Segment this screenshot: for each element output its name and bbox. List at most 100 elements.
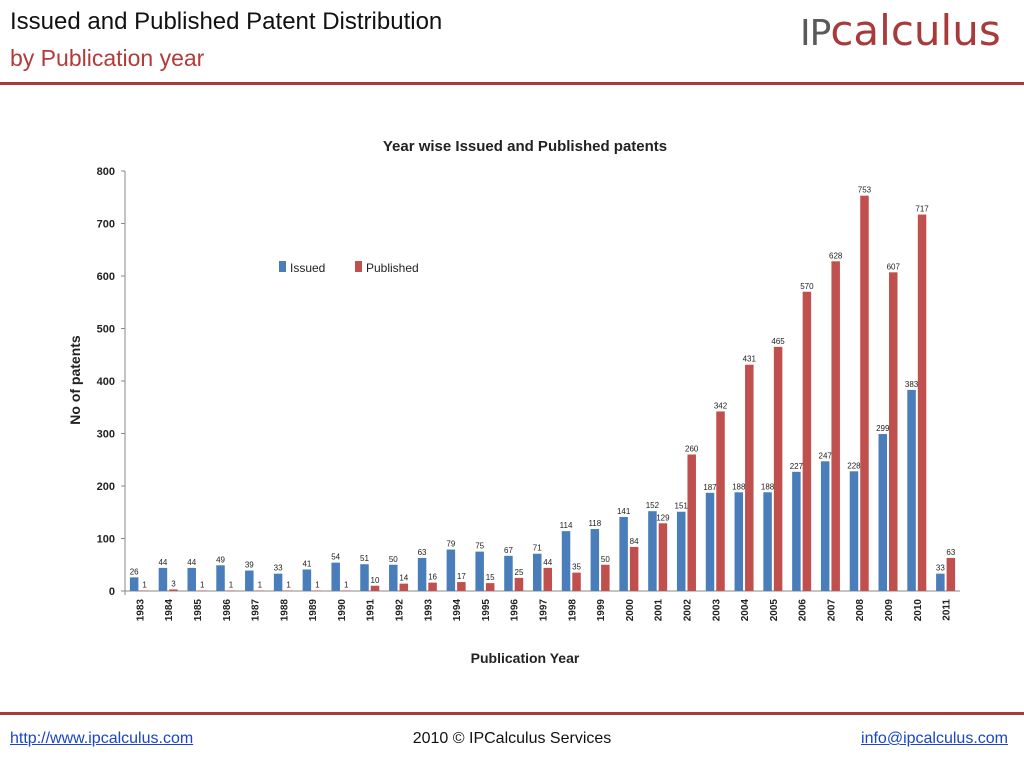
bar-issued <box>129 577 139 591</box>
bar-issued <box>763 492 772 591</box>
data-label-published: 15 <box>486 573 495 582</box>
bar-issued <box>533 553 542 591</box>
email-link[interactable]: info@ipcalculus.com <box>861 730 1008 747</box>
data-label-issued: 299 <box>876 424 890 433</box>
bar-published <box>197 590 207 591</box>
x-tick-label: 1996 <box>510 599 521 622</box>
data-label-published: 84 <box>630 537 639 546</box>
x-tick-label: 1983 <box>135 599 146 622</box>
data-label-published: 1 <box>258 580 263 589</box>
x-tick-label: 2007 <box>826 599 837 622</box>
x-tick-label: 1985 <box>193 599 204 622</box>
data-label-issued: 151 <box>675 502 689 511</box>
bar-issued <box>849 471 859 591</box>
website-link[interactable]: http://www.ipcalculus.com <box>10 730 194 747</box>
data-label-issued: 247 <box>819 451 833 460</box>
data-label-published: 1 <box>200 580 205 589</box>
bar-issued <box>360 564 369 591</box>
bar-published <box>889 272 898 591</box>
bar-published <box>802 291 812 591</box>
bar-issued <box>158 567 168 591</box>
data-label-published: 1 <box>286 580 291 589</box>
bar-published <box>946 557 956 591</box>
bar-published <box>601 564 610 591</box>
bar-published <box>313 590 322 591</box>
data-label-published: 717 <box>915 205 929 214</box>
bar-published <box>140 590 149 591</box>
data-label-issued: 71 <box>533 544 542 553</box>
y-tick-label: 100 <box>97 534 115 546</box>
bar-published <box>543 567 552 591</box>
bar-published <box>831 261 840 591</box>
bar-published <box>226 590 236 591</box>
data-label-issued: 228 <box>847 461 861 470</box>
data-label-published: 628 <box>829 251 843 260</box>
bar-published <box>716 411 725 591</box>
x-tick-label: 1986 <box>222 599 233 622</box>
y-tick-label: 700 <box>97 219 115 231</box>
x-tick-label: 1997 <box>539 599 550 622</box>
chart-axes: 0 100 200 300 400 500 600 700 800 1983 1984 1985 198… <box>97 166 960 621</box>
bar-issued <box>792 471 801 591</box>
data-label-published: 17 <box>457 572 466 581</box>
legend-swatch-issued <box>279 261 286 272</box>
bar-issued <box>590 529 600 591</box>
bar-published <box>169 589 178 591</box>
bar-issued <box>619 516 628 591</box>
data-label-issued: 50 <box>389 555 398 564</box>
data-label-published: 50 <box>601 555 610 564</box>
data-label-issued: 41 <box>302 559 311 568</box>
x-tick-label: 1994 <box>452 599 463 622</box>
data-label-published: 260 <box>685 445 699 454</box>
x-tick-label: 2002 <box>682 599 693 622</box>
x-tick-label: 1987 <box>251 599 262 622</box>
data-label-published: 1 <box>344 580 349 589</box>
bar-published <box>485 583 495 591</box>
bar-published <box>658 523 668 591</box>
data-label-published: 129 <box>656 513 670 522</box>
x-tick-label: 2003 <box>711 599 722 622</box>
x-tick-label: 1998 <box>567 599 578 622</box>
x-tick-label: 1991 <box>366 599 377 622</box>
data-label-issued: 114 <box>560 521 573 530</box>
data-label-published: 35 <box>572 563 581 572</box>
chart-legend: Issued Published <box>279 261 419 275</box>
x-tick-label: 2000 <box>625 599 636 622</box>
data-label-published: 342 <box>714 401 728 410</box>
data-label-published: 1 <box>229 580 234 589</box>
data-label-issued: 63 <box>418 548 427 557</box>
x-tick-label: 1993 <box>423 599 434 622</box>
data-label-published: 570 <box>800 282 814 291</box>
bar-issued <box>216 565 225 591</box>
slide-subtitle: by Publication year <box>10 45 205 71</box>
data-label-issued: 188 <box>761 482 775 491</box>
x-tick-label: 2005 <box>769 599 780 622</box>
data-label-issued: 44 <box>187 558 196 567</box>
x-tick-label: 1989 <box>308 599 319 622</box>
data-label-published: 465 <box>771 337 785 346</box>
bar-issued <box>187 567 196 591</box>
x-tick-label: 2008 <box>855 599 866 622</box>
legend-swatch-published <box>355 261 362 272</box>
bar-issued <box>245 570 254 591</box>
legend-label-issued: Issued <box>290 261 325 275</box>
data-label-published: 25 <box>515 568 524 577</box>
data-label-issued: 227 <box>790 462 804 471</box>
bar-published <box>687 454 696 591</box>
bar-published <box>370 585 380 591</box>
x-tick-label: 1990 <box>337 599 348 622</box>
data-label-issued: 75 <box>475 542 484 551</box>
y-tick-label: 300 <box>97 429 115 441</box>
legend-label-published: Published <box>366 261 419 275</box>
y-tick-label: 400 <box>97 376 115 388</box>
data-label-issued: 118 <box>588 519 601 528</box>
data-label-issued: 26 <box>130 567 139 576</box>
bar-published <box>917 214 927 591</box>
x-tick-label: 1984 <box>164 599 175 622</box>
y-tick-label: 0 <box>109 586 115 598</box>
bar-issued <box>648 511 657 591</box>
data-label-published: 44 <box>543 558 552 567</box>
bar-issued <box>389 564 398 591</box>
data-label-issued: 54 <box>331 553 340 562</box>
bar-issued <box>878 434 888 591</box>
